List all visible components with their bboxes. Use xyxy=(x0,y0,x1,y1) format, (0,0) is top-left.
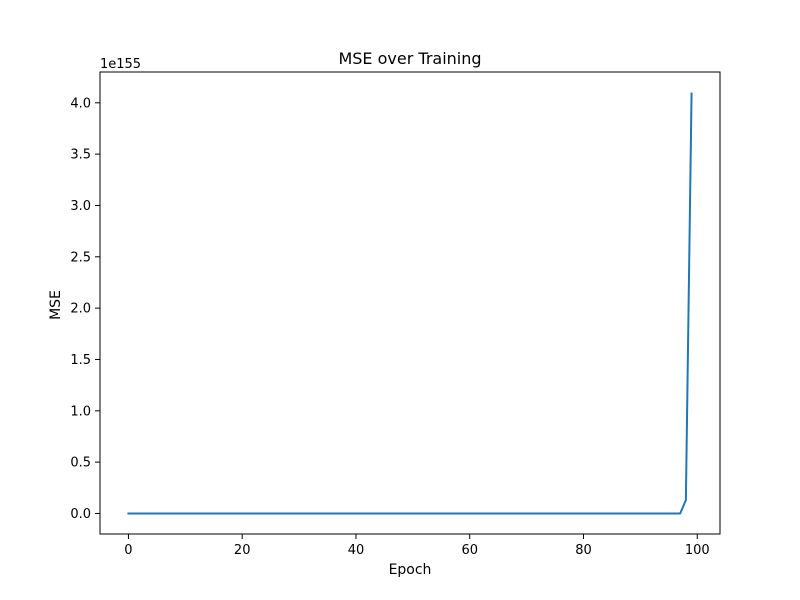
y-axis-label: MSE xyxy=(48,290,64,320)
y-tick-label: 0.0 xyxy=(70,507,91,522)
y-axis-offset-label: 1e155 xyxy=(100,57,141,72)
x-tick-label: 60 xyxy=(461,543,478,558)
y-tick-label: 1.0 xyxy=(70,404,91,419)
y-tick-label: 3.0 xyxy=(70,199,91,214)
x-tick-label: 0 xyxy=(124,543,132,558)
y-tick-label: 2.0 xyxy=(70,302,91,317)
chart-title: MSE over Training xyxy=(338,49,481,68)
x-tick-label: 40 xyxy=(348,543,365,558)
y-tick-label: 0.5 xyxy=(70,456,91,471)
y-tick-label: 1.5 xyxy=(70,353,91,368)
y-tick-label: 3.5 xyxy=(70,148,91,163)
y-tick-label: 2.5 xyxy=(70,250,91,265)
y-tick-label: 4.0 xyxy=(70,96,91,111)
x-axis-label: Epoch xyxy=(389,562,432,578)
x-tick-label: 100 xyxy=(685,543,710,558)
axes-frame xyxy=(99,71,721,535)
series-line-0 xyxy=(127,92,693,515)
x-tick-label: 20 xyxy=(234,543,251,558)
plot-area: 0 20 40 60 80 100 0.0 0.5 1.0 1.5 2.0 2.5 3.0 3.5 4.0 xyxy=(70,71,721,558)
x-tick-label: 80 xyxy=(575,543,592,558)
